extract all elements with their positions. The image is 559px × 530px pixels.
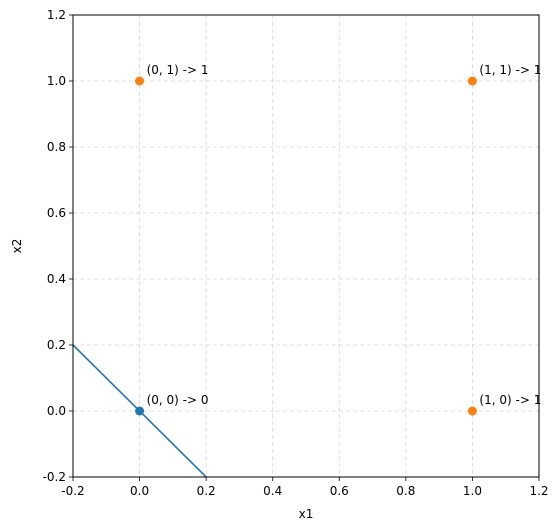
y-tick-label: 0.0 (47, 404, 66, 418)
x-axis-label: x1 (299, 507, 314, 521)
y-tick-label: 0.6 (47, 206, 66, 220)
y-tick-label: -0.2 (43, 470, 66, 484)
x-tick-label: -0.2 (61, 484, 84, 498)
ticks-layer: -0.2 0.0 0.2 0.4 0.6 0.8 1.0 1.2 -0.2 0.0 0.2 0.4 0.… (43, 8, 549, 498)
annotation-layer: (0, 0) -> 0 (0, 1) -> 1 (1, 0) -> 1 (1, 1) … (147, 63, 542, 407)
data-point (135, 406, 145, 416)
y-tick-label: 1.2 (47, 8, 66, 22)
x-tick-label: 0.8 (396, 484, 415, 498)
point-annotation: (0, 1) -> 1 (147, 63, 209, 77)
point-annotation: (0, 0) -> 0 (147, 393, 209, 407)
points-layer (135, 76, 477, 416)
x-tick-label: 1.0 (463, 484, 482, 498)
point-annotation: (1, 1) -> 1 (479, 63, 541, 77)
data-point (135, 76, 145, 86)
y-tick-label: 1.0 (47, 74, 66, 88)
y-axis-label: x2 (10, 239, 24, 254)
x-tick-label: 0.2 (197, 484, 216, 498)
data-point (467, 76, 477, 86)
y-tick-label: 0.8 (47, 140, 66, 154)
x-tick-label: 0.4 (263, 484, 282, 498)
y-tick-label: 0.2 (47, 338, 66, 352)
x-tick-label: 1.2 (529, 484, 548, 498)
data-point (467, 406, 477, 416)
x-tick-label: 0.0 (130, 484, 149, 498)
x-tick-label: 0.6 (330, 484, 349, 498)
y-tick-label: 0.4 (47, 272, 66, 286)
point-annotation: (1, 0) -> 1 (479, 393, 541, 407)
plot-frame (72, 14, 540, 478)
grid-layer (72, 14, 540, 478)
